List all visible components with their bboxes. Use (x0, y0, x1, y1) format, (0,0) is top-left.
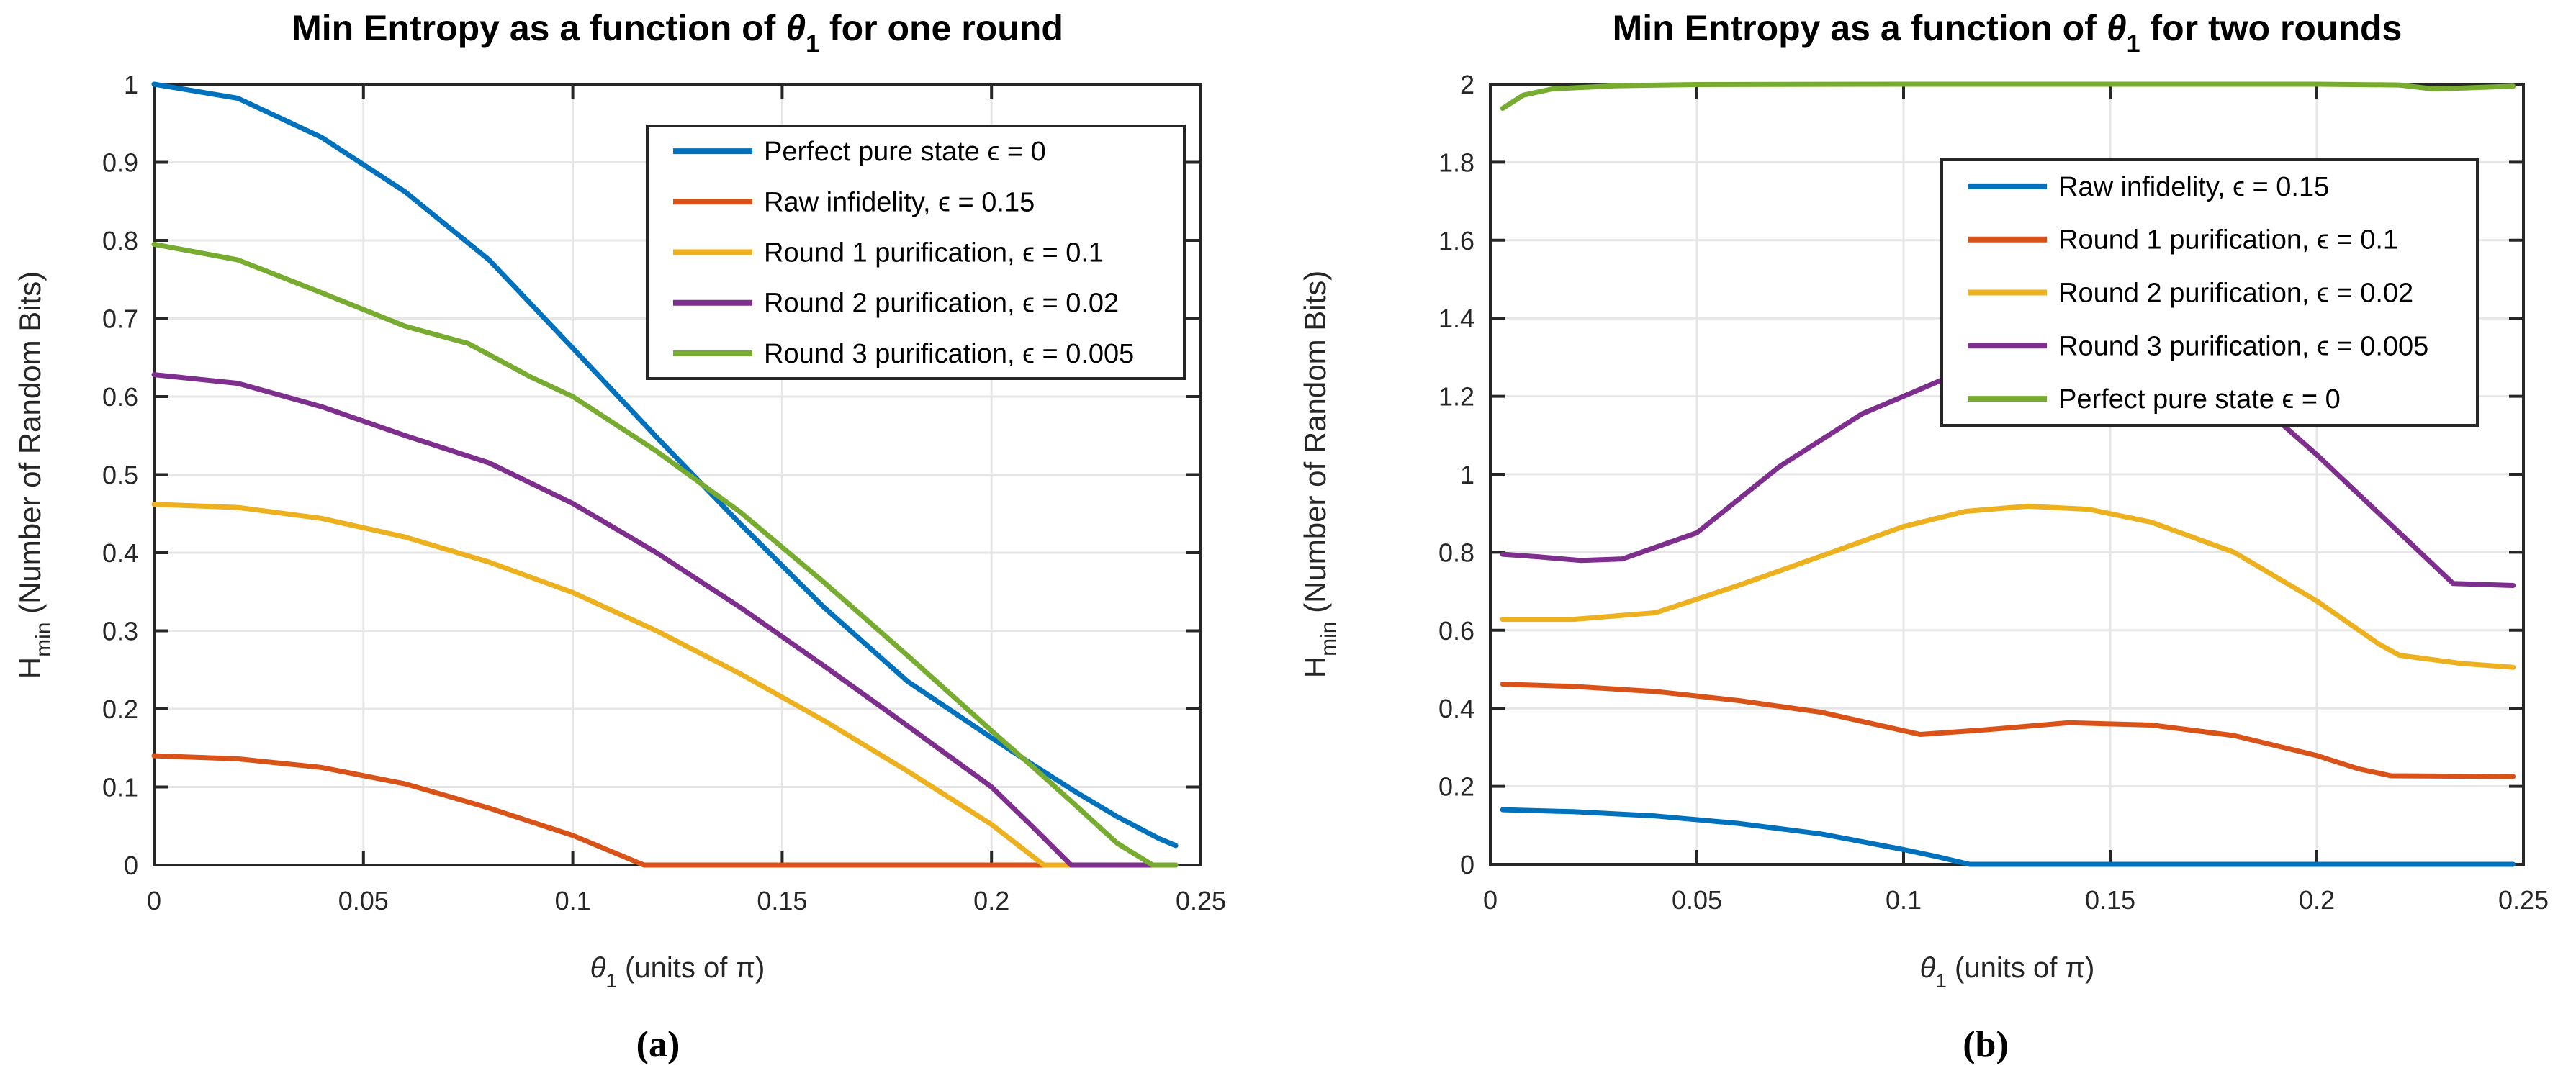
chart-one-round: 0 0.05 0.1 0.15 0.2 0.25 0 0.1 0.2 0.3 0.4 0.5 0.6 0.… (13, 8, 1226, 1065)
series-perfect-pure-state-0 (151, 81, 1179, 849)
legend-label-round-2-purification-0-02: Round 2 purification, ϵ = 0.02 (2058, 279, 2413, 309)
x-tick-label: 0.1 (1886, 885, 1922, 915)
legend-label-round-1-purification-0-1: Round 1 purification, ϵ = 0.1 (764, 238, 1104, 268)
plot-area-two-rounds: 0 0.05 0.1 0.15 0.2 0.25 0 0.2 0.4 0.6 0.8 1 1.2 1.4 1… (1438, 70, 2549, 915)
legend-label-perfect-pure-state-0: Perfect pure state ϵ = 0 (764, 137, 1046, 167)
legend: Perfect pure state ϵ = 0 Raw infidelity, … (646, 125, 1186, 380)
y-tick-label: 1 (1460, 460, 1474, 489)
x-tick-label: 0.25 (2498, 885, 2549, 915)
y-tick-label: 2 (1460, 70, 1474, 99)
y-tick-label: 1.6 (1438, 226, 1474, 255)
legend-label-round-3-purification-0-005: Round 3 purification, ϵ = 0.005 (2058, 331, 2428, 361)
y-tick-label: 0.2 (1438, 772, 1474, 802)
y-tick-label: 0.2 (102, 694, 138, 724)
y-axis-label: Hmin (Number of Random Bits) (13, 271, 55, 679)
tick-marks (1489, 83, 2525, 866)
curves (151, 81, 1179, 868)
legend-label-round-2-purification-0-02: Round 2 purification, ϵ = 0.02 (764, 289, 1119, 319)
x-tick-label: 0.2 (973, 886, 1009, 915)
legend-label-round-3-purification-0-005: Round 3 purification, ϵ = 0.005 (764, 339, 1134, 369)
x-tick-label: 0.05 (1672, 885, 1722, 915)
y-tick-label: 0.5 (102, 461, 138, 490)
x-tick-labels: 0 0.05 0.1 0.15 0.2 0.25 (147, 886, 1226, 915)
y-tick-label: 0.3 (102, 617, 138, 646)
x-tick-label: 0 (147, 886, 161, 915)
y-tick-label: 0.1 (102, 773, 138, 802)
y-tick-label: 1 (124, 70, 138, 99)
y-tick-label: 0 (124, 851, 138, 880)
x-tick-label: 0 (1483, 885, 1498, 915)
subfigure-caption-b: (b) (1963, 1024, 2009, 1065)
series-round-3-purification-0-005 (151, 241, 1179, 868)
series-round-2-purification-0-02 (151, 372, 1179, 868)
chart-two-rounds: 0 0.05 0.1 0.15 0.2 0.25 0 0.2 0.4 0.6 0.8 1 1.2 1.4 1… (1298, 8, 2549, 1065)
chart-title-two-rounds: Min Entropy as a function of θ1 for two … (1613, 8, 2402, 58)
x-axis-label: θ1 (units of π) (1920, 952, 2095, 992)
y-tick-labels: 0 0.1 0.2 0.3 0.4 0.5 0.6 0.7 0.8 0.9 1 (102, 70, 138, 880)
y-tick-label: 0.7 (102, 304, 138, 334)
x-axis-label: θ1 (units of π) (590, 952, 765, 992)
legend-label-round-1-purification-0-1: Round 1 purification, ϵ = 0.1 (2058, 225, 2398, 255)
y-tick-label: 0.4 (1438, 694, 1474, 723)
y-tick-label: 0 (1460, 850, 1474, 879)
y-tick-label: 0.4 (102, 538, 138, 568)
x-tick-label: 0.2 (2299, 885, 2335, 915)
x-tick-labels: 0 0.05 0.1 0.15 0.2 0.25 (1483, 885, 2549, 915)
y-tick-label: 0.8 (1438, 538, 1474, 567)
series-raw-infidelity-0-15 (151, 753, 1179, 868)
series-round-1-purification-0-1 (1500, 682, 2516, 779)
legend-label-raw-infidelity-0-15: Raw infidelity, ϵ = 0.15 (764, 187, 1035, 217)
series-round-1-purification-0-1 (151, 502, 1179, 868)
legend-label-perfect-pure-state-0: Perfect pure state ϵ = 0 (2058, 384, 2341, 415)
y-tick-label: 1.4 (1438, 304, 1474, 333)
y-tick-labels: 0 0.2 0.4 0.6 0.8 1 1.2 1.4 1.6 1.8 2 (1438, 70, 1474, 879)
y-axis-label: Hmin (Number of Random Bits) (1298, 271, 1341, 679)
x-tick-label: 0.05 (338, 886, 389, 915)
x-tick-label: 0.15 (2085, 885, 2135, 915)
x-tick-label: 0.1 (555, 886, 591, 915)
y-tick-label: 1.8 (1438, 148, 1474, 177)
panel-two-rounds: 0 0.05 0.1 0.15 0.2 0.25 0 0.2 0.4 0.6 0.8 1 1.2 1.4 1… (1288, 0, 2576, 1086)
series-perfect-pure-state-0 (1500, 81, 2516, 112)
plot-area-one-round: 0 0.05 0.1 0.15 0.2 0.25 0 0.1 0.2 0.3 0.4 0.5 0.6 0.… (102, 70, 1226, 915)
y-tick-label: 0.6 (1438, 616, 1474, 646)
y-tick-label: 1.2 (1438, 382, 1474, 412)
chart-title-one-round: Min Entropy as a function of θ1 for one … (292, 8, 1063, 58)
legend-label-raw-infidelity-0-15: Raw infidelity, ϵ = 0.15 (2058, 172, 2329, 202)
x-tick-label: 0.25 (1176, 886, 1226, 915)
legend: Raw infidelity, ϵ = 0.15 Round 1 purifica… (1940, 158, 2479, 427)
y-tick-label: 0.6 (102, 382, 138, 412)
y-tick-label: 0.9 (102, 148, 138, 178)
x-tick-label: 0.15 (757, 886, 807, 915)
y-tick-label: 0.8 (102, 226, 138, 255)
subfigure-caption-a: (a) (636, 1024, 680, 1065)
series-raw-infidelity-0-15 (1500, 807, 2516, 867)
panel-one-round: 0 0.05 0.1 0.15 0.2 0.25 0 0.1 0.2 0.3 0.4 0.5 0.6 0.… (13, 8, 1226, 1065)
series-round-2-purification-0-02 (1500, 503, 2516, 670)
